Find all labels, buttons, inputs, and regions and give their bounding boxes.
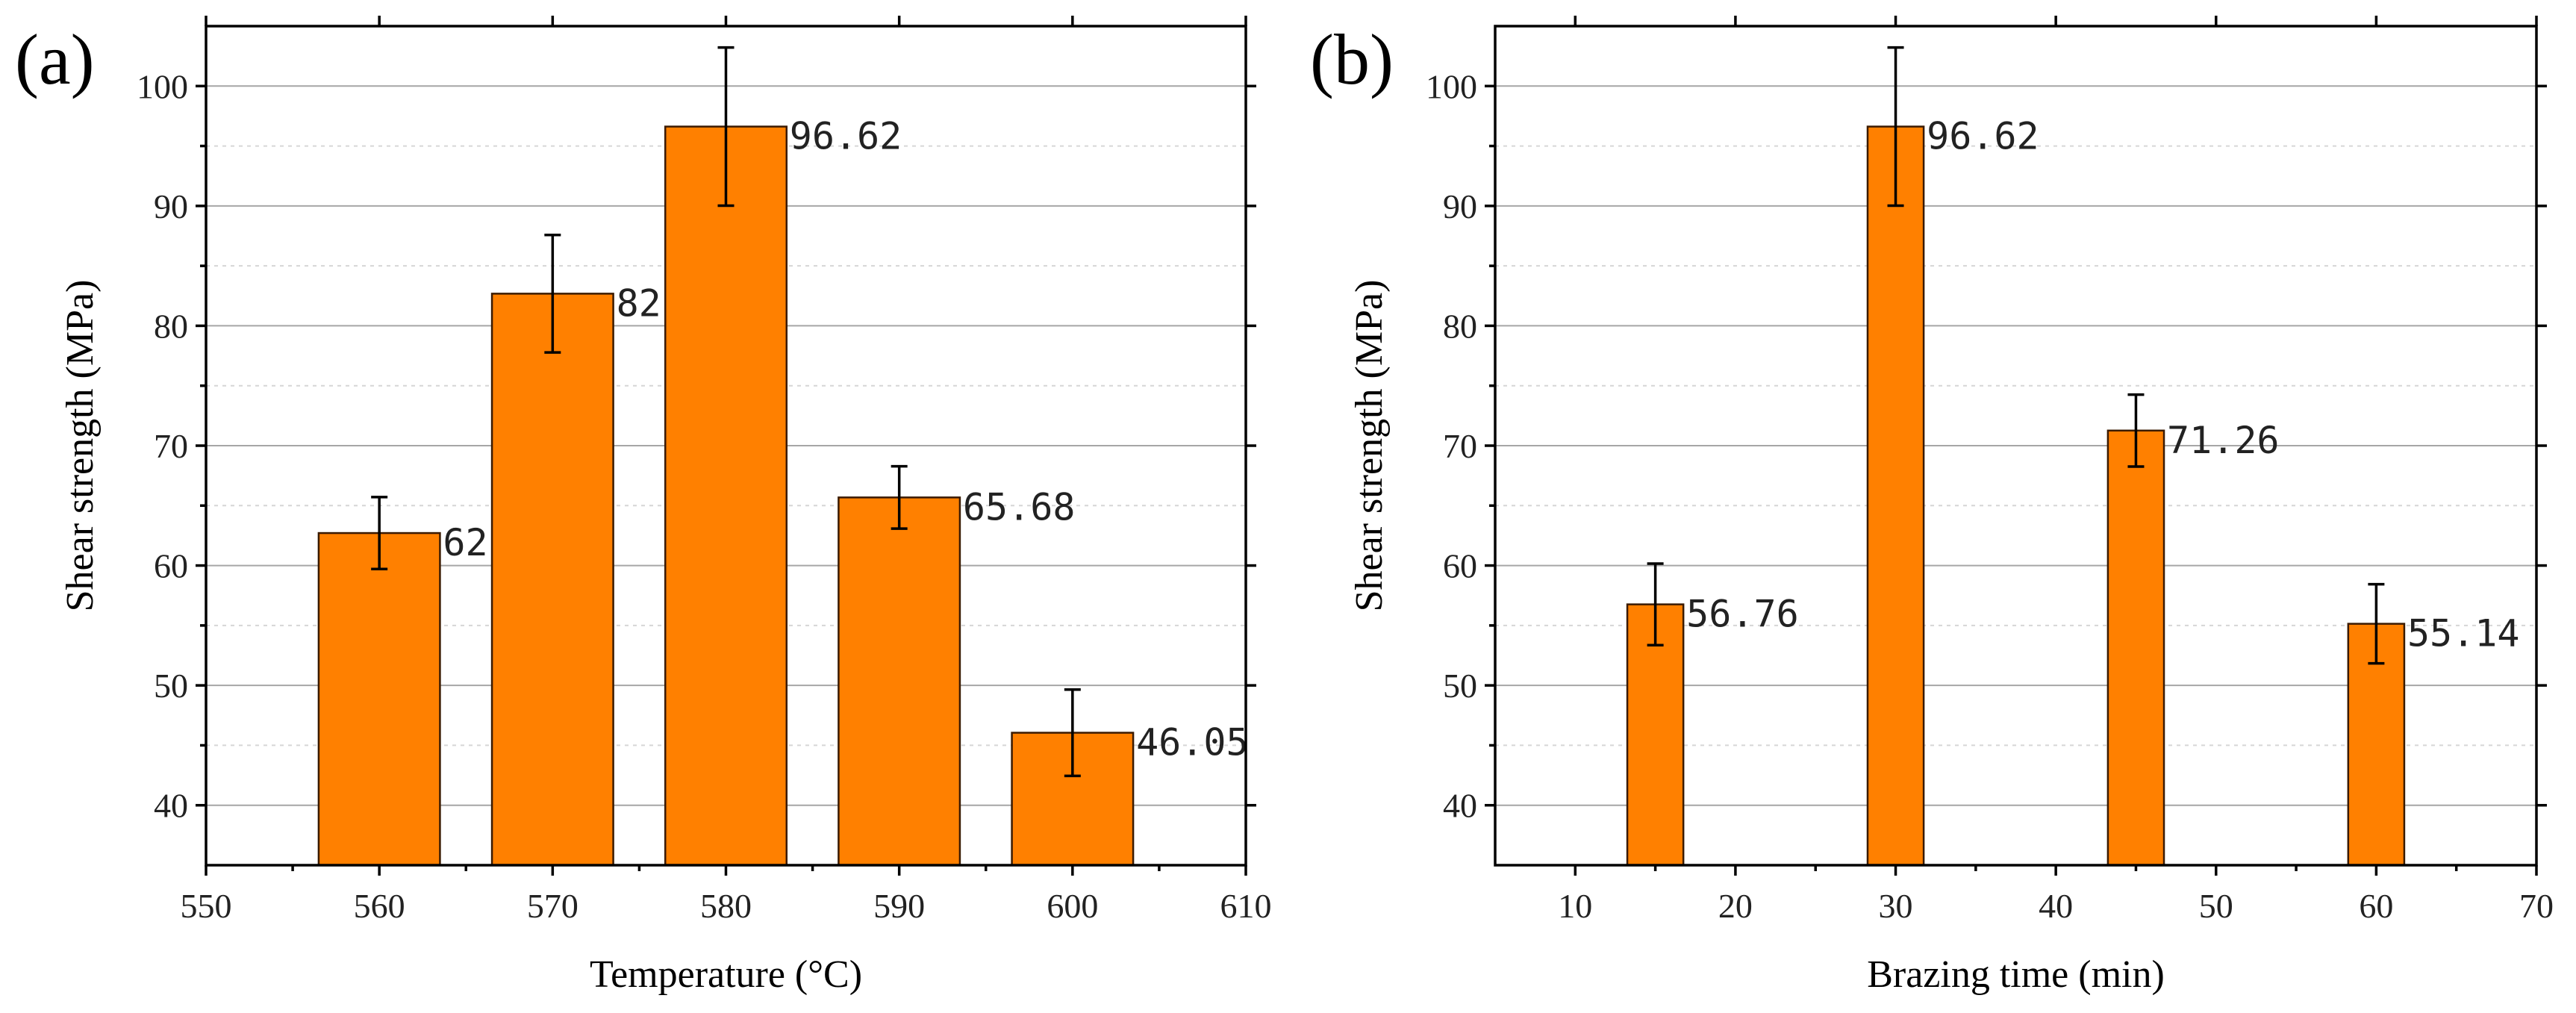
error-bar xyxy=(717,46,735,208)
bar xyxy=(1626,603,1685,867)
bar xyxy=(838,496,961,867)
data-label: 56.76 xyxy=(1686,593,1799,636)
x-tick-label: 50 xyxy=(2199,887,2233,925)
error-bar xyxy=(1064,688,1081,778)
y-tick-label: 50 xyxy=(1443,667,1477,705)
chart-brazing-time: (b) Brazing time (min) Shear strength (M… xyxy=(1310,16,2554,996)
x-tick-label: 550 xyxy=(181,887,232,925)
error-bar xyxy=(2127,393,2145,468)
x-axis-title: Temperature (°C) xyxy=(590,953,862,996)
data-label: 46.05 xyxy=(1136,721,1249,764)
error-bar xyxy=(891,464,908,530)
data-label: 71.26 xyxy=(2167,419,2280,462)
bar xyxy=(490,293,614,867)
error-bar xyxy=(371,496,388,570)
y-axis-title: Shear strength (MPa) xyxy=(59,280,102,612)
y-tick-label: 80 xyxy=(154,307,188,345)
bar xyxy=(2106,429,2165,867)
y-tick-label: 60 xyxy=(1443,547,1477,585)
error-bar xyxy=(544,233,561,354)
x-tick-label: 10 xyxy=(1558,887,1592,925)
y-tick-label: 80 xyxy=(1443,307,1477,345)
error-bar xyxy=(2368,582,2385,665)
y-tick-label: 100 xyxy=(1426,67,1477,105)
x-tick-label: 570 xyxy=(527,887,578,925)
x-tick-label: 20 xyxy=(1718,887,1753,925)
data-label: 55.14 xyxy=(2407,612,2520,655)
y-tick-label: 70 xyxy=(154,427,188,465)
x-tick-label: 560 xyxy=(354,887,405,925)
x-tick-label: 590 xyxy=(873,887,925,925)
panel-label-a: (a) xyxy=(15,19,95,99)
y-tick-label: 60 xyxy=(154,547,188,585)
y-axis-title: Shear strength (MPa) xyxy=(1348,280,1391,612)
x-tick-label: 610 xyxy=(1220,887,1272,925)
x-tick-label: 70 xyxy=(2519,887,2554,925)
y-tick-label: 90 xyxy=(154,187,188,225)
panel-label-b: (b) xyxy=(1310,19,1394,99)
y-tick-label: 90 xyxy=(1443,187,1477,225)
data-label: 96.62 xyxy=(790,115,902,158)
y-tick-label: 40 xyxy=(154,787,188,825)
data-label: 65.68 xyxy=(963,485,1076,529)
error-bar xyxy=(1647,562,1664,646)
x-tick-label: 30 xyxy=(1879,887,1913,925)
y-tick-label: 100 xyxy=(137,67,188,105)
chart-temperature: (a) Temperature (°C) Shear strength (MPa… xyxy=(15,16,1272,996)
y-tick-label: 50 xyxy=(154,667,188,705)
bar xyxy=(317,532,441,867)
bar xyxy=(664,125,788,867)
x-tick-label: 60 xyxy=(2359,887,2393,925)
x-axis-title: Brazing time (min) xyxy=(1867,953,2165,996)
x-tick-label: 40 xyxy=(2039,887,2073,925)
error-bar xyxy=(1887,46,1904,208)
y-tick-label: 40 xyxy=(1443,787,1477,825)
x-tick-label: 580 xyxy=(700,887,752,925)
x-tick-label: 600 xyxy=(1047,887,1098,925)
data-label: 96.62 xyxy=(1927,115,2039,158)
y-tick-label: 70 xyxy=(1443,427,1477,465)
bar xyxy=(1866,125,1925,867)
